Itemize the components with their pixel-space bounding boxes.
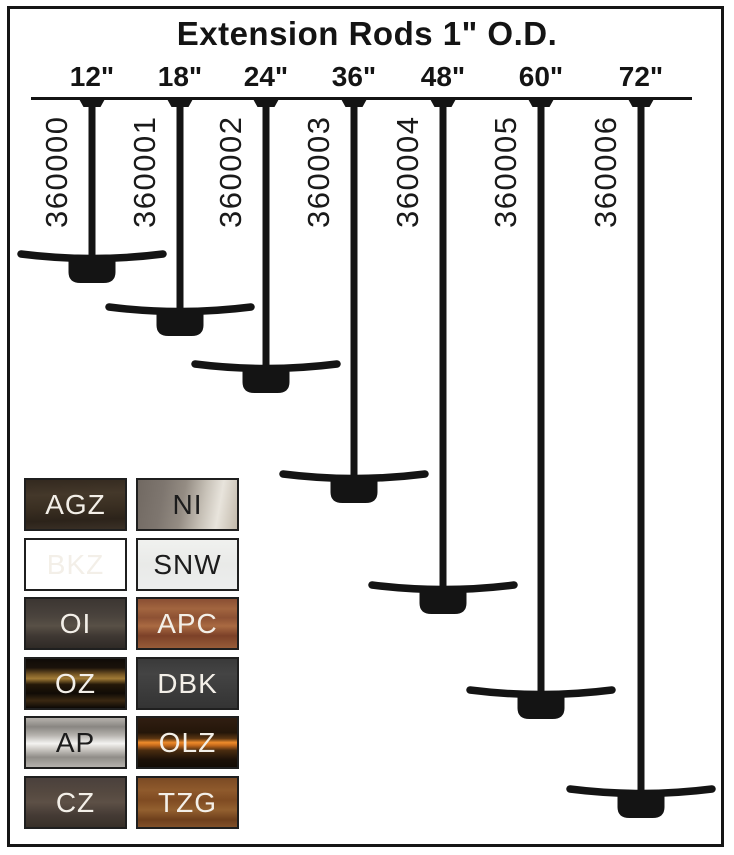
fan-blades bbox=[17, 250, 167, 263]
rod-bar bbox=[88, 97, 96, 258]
length-label: 60" bbox=[519, 61, 563, 92]
canopy-mount bbox=[627, 98, 655, 107]
finish-code-label: SNW bbox=[153, 548, 222, 580]
finish-code-label: NI bbox=[172, 488, 203, 520]
finish-code-label: BKZ bbox=[46, 548, 105, 580]
rod-bar bbox=[350, 97, 358, 478]
fan-blades bbox=[368, 581, 518, 594]
length-label: 36" bbox=[332, 61, 376, 92]
finish-code-label: OI bbox=[59, 607, 92, 639]
rod-assembly-360000: 12" 360000 bbox=[17, 61, 167, 283]
page-title: Extension Rods 1" O.D. bbox=[176, 15, 558, 52]
finish-swatch-AP: AP bbox=[24, 716, 127, 769]
length-label: 72" bbox=[619, 61, 663, 92]
rod-assembly-360006: 72" 360006 bbox=[566, 61, 716, 818]
rod-assembly-360003: 36" 360003 bbox=[279, 61, 429, 503]
finish-swatch-DBK: DBK bbox=[136, 657, 239, 710]
fan-bowl bbox=[242, 370, 290, 393]
canopy-mount bbox=[429, 98, 457, 107]
rod-bar bbox=[262, 97, 270, 368]
fan-bowl bbox=[68, 260, 116, 283]
finish-code-label: AGZ bbox=[45, 488, 106, 520]
rod-assembly-360002: 24" 360002 bbox=[191, 61, 341, 393]
rod-bar bbox=[439, 97, 447, 589]
canopy-mount bbox=[340, 98, 368, 107]
finish-code-label: TZG bbox=[158, 786, 217, 818]
canopy-mount bbox=[166, 98, 194, 107]
rod-bar bbox=[637, 97, 645, 793]
finish-code-label: CZ bbox=[55, 786, 96, 818]
part-number-label: 360001 bbox=[127, 116, 162, 228]
finish-swatch-OZ: OZ bbox=[24, 657, 127, 710]
fan-bowl bbox=[419, 591, 467, 614]
rod-bar bbox=[176, 97, 184, 311]
finish-swatch-NI: NI bbox=[136, 478, 239, 531]
finish-swatch-OI: OI bbox=[24, 597, 127, 650]
fan-blades bbox=[466, 686, 616, 699]
part-number-label: 360004 bbox=[390, 116, 425, 228]
rod-assembly-360001: 18" 360001 bbox=[105, 61, 255, 336]
part-number-label: 360003 bbox=[301, 116, 336, 228]
fan-bowl bbox=[617, 795, 665, 818]
length-label: 48" bbox=[421, 61, 465, 92]
length-label: 12" bbox=[70, 61, 114, 92]
length-label: 18" bbox=[158, 61, 202, 92]
finish-swatch-OLZ: OLZ bbox=[136, 716, 239, 769]
fan-blades bbox=[566, 785, 716, 798]
fan-bowl bbox=[156, 313, 204, 336]
finish-code-label: OLZ bbox=[158, 726, 217, 758]
rod-assembly-360004: 48" 360004 bbox=[368, 61, 518, 614]
rod-bar bbox=[537, 97, 545, 694]
fan-blades bbox=[191, 360, 341, 373]
fan-blades bbox=[105, 303, 255, 316]
finish-code-label: AP bbox=[55, 726, 96, 758]
finish-swatch-SNW: SNW bbox=[136, 538, 239, 591]
canopy-mount bbox=[527, 98, 555, 107]
finish-swatch-AGZ: AGZ bbox=[24, 478, 127, 531]
finish-swatch-TZG: TZG bbox=[136, 776, 239, 829]
part-number-label: 360002 bbox=[213, 116, 248, 228]
length-label: 24" bbox=[244, 61, 288, 92]
canopy-mount bbox=[78, 98, 106, 107]
fan-bowl bbox=[330, 480, 378, 503]
finish-code-label: OZ bbox=[55, 667, 96, 699]
fan-blades bbox=[279, 470, 429, 483]
rod-assembly-360005: 60" 360005 bbox=[466, 61, 616, 719]
canopy-mount bbox=[252, 98, 280, 107]
finish-swatch-CZ: CZ bbox=[24, 776, 127, 829]
finish-swatch-APC: APC bbox=[136, 597, 239, 650]
part-number-label: 360006 bbox=[588, 116, 623, 228]
finish-code-label: DBK bbox=[157, 667, 218, 699]
part-number-label: 360005 bbox=[488, 116, 523, 228]
fan-bowl bbox=[517, 696, 565, 719]
finish-code-label: APC bbox=[157, 607, 218, 639]
finish-swatch-BKZ: BKZ bbox=[24, 538, 127, 591]
part-number-label: 360000 bbox=[39, 116, 74, 228]
